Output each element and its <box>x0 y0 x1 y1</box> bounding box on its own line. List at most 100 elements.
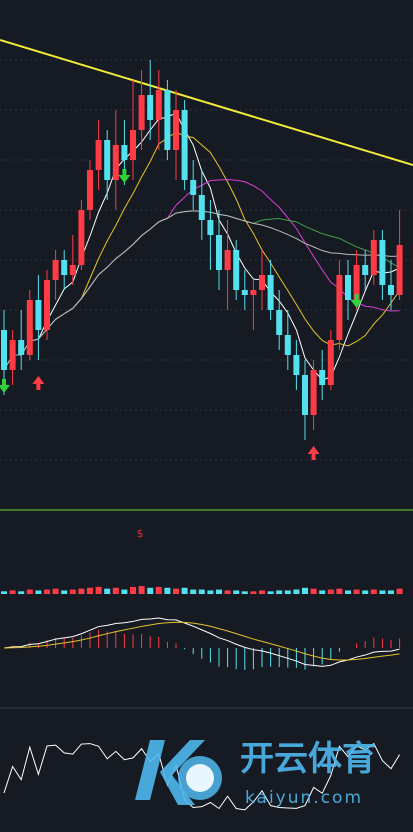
volume-bar <box>207 590 214 594</box>
candle-body <box>336 275 343 340</box>
candle-body <box>276 310 283 335</box>
candle-body <box>293 355 300 375</box>
volume-bar <box>388 590 394 594</box>
candle-body <box>216 235 222 270</box>
volume-bar <box>379 590 386 594</box>
volume-bar <box>345 590 351 594</box>
signal-marker: $ <box>137 527 144 540</box>
candle-body <box>379 240 386 285</box>
candle-body <box>370 240 377 275</box>
candle-body <box>1 330 7 370</box>
candle-body <box>78 210 85 265</box>
volume-bar <box>293 589 300 594</box>
volume-bar <box>9 590 16 594</box>
candle-body <box>319 370 326 385</box>
volume-bar <box>112 587 119 594</box>
macd-line <box>3 621 400 661</box>
volume-bar <box>44 589 50 594</box>
volume-bar <box>104 588 111 594</box>
volume-bar <box>319 590 326 594</box>
watermark-ball <box>186 764 214 792</box>
candle-body <box>241 290 248 295</box>
candle-body <box>396 245 403 295</box>
candle-body <box>9 340 16 370</box>
candle-body <box>345 275 351 300</box>
volume-bar <box>61 590 68 594</box>
volume-bar <box>224 590 231 594</box>
candle-body <box>121 145 128 160</box>
candle-body <box>259 275 265 290</box>
volume-bar <box>267 591 274 594</box>
candle-body <box>267 275 274 310</box>
volume-bar <box>302 587 308 594</box>
candle-body <box>52 260 59 280</box>
volume-bar <box>310 588 317 594</box>
watermark-k <box>135 740 205 805</box>
volume-bar <box>26 589 33 594</box>
volume-bar <box>241 591 248 594</box>
volume-bar <box>233 590 240 594</box>
candle-body <box>61 260 68 275</box>
volume-bar <box>1 591 7 594</box>
volume-bar <box>130 586 136 594</box>
candle-body <box>155 90 162 120</box>
candle-body <box>353 265 360 300</box>
volume-bar <box>370 589 377 594</box>
candle-body <box>302 375 308 415</box>
volume-bar <box>121 589 128 594</box>
volume-bar <box>69 589 76 594</box>
volume-bar <box>362 590 369 594</box>
volume-bar <box>147 587 154 594</box>
volume-bar <box>35 590 42 594</box>
candle-body <box>164 90 171 150</box>
candle-body <box>26 300 33 355</box>
candle-body <box>112 145 119 180</box>
volume-bar <box>396 588 403 594</box>
macd-line <box>3 617 400 667</box>
watermark-url: kaiyun.com <box>245 788 363 808</box>
volume-bar <box>52 588 59 594</box>
candle-body <box>190 180 197 195</box>
volume-bar <box>138 586 145 594</box>
volume-bar <box>87 587 93 594</box>
candle-body <box>284 335 291 355</box>
candle-body <box>207 220 214 235</box>
candle-body <box>362 265 369 275</box>
candle-body <box>138 95 145 130</box>
volume-bar <box>181 587 188 594</box>
volume-bar <box>190 589 197 594</box>
candle-body <box>327 340 334 385</box>
buy-signal <box>32 376 45 390</box>
candle-body <box>233 250 240 290</box>
volume-bar <box>173 588 179 594</box>
volume-bar <box>216 589 222 594</box>
candle-body <box>69 265 76 275</box>
candle-body <box>130 130 136 160</box>
candle-body <box>104 140 111 180</box>
volume-bar <box>198 589 205 594</box>
volume-bar <box>276 590 283 594</box>
volume-bar <box>353 589 360 594</box>
sell-signal <box>350 294 363 308</box>
trend-line <box>0 39 413 166</box>
candle-body <box>173 110 179 150</box>
volume-bar <box>259 590 265 594</box>
candle-body <box>250 290 257 295</box>
candle-body <box>181 110 188 180</box>
volume-bar <box>18 591 25 594</box>
oscillator-line <box>3 742 401 811</box>
volume-bar <box>155 586 162 594</box>
candle-body <box>147 95 154 120</box>
candle-body <box>224 250 231 270</box>
candle-body <box>388 285 394 295</box>
volume-bar <box>336 588 343 594</box>
volume-bar <box>327 589 334 594</box>
sell-signal <box>118 169 131 183</box>
volume-bar <box>95 586 102 594</box>
candle-body <box>95 140 102 170</box>
candle-body <box>44 280 50 330</box>
buy-signal <box>307 446 320 460</box>
watermark: 开云体育 kaiyun.com <box>135 739 376 808</box>
